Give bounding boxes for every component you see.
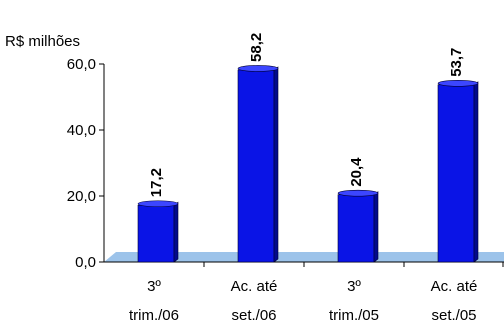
x-axis-ticks	[203, 262, 504, 267]
x-category-label: set./05	[431, 307, 476, 324]
y-tick-label: 0,0	[75, 254, 96, 271]
bar-top	[137, 200, 179, 208]
x-category-label: Ac. até	[231, 278, 278, 295]
bar-front	[237, 69, 275, 263]
x-category-label: trim./06	[129, 307, 179, 324]
x-category-label: set./06	[231, 307, 276, 324]
chart-floor	[104, 252, 504, 262]
x-category-label: Ac. até	[431, 278, 478, 295]
data-labels: 17,2 58,2 20,4 53,7	[148, 33, 465, 198]
x-category-label: trim./05	[329, 307, 379, 324]
bar-side	[473, 81, 479, 263]
bar-series	[137, 65, 479, 263]
bar-front	[337, 194, 375, 263]
data-label: 20,4	[348, 157, 365, 187]
bar	[237, 65, 279, 263]
data-label: 58,2	[248, 33, 265, 62]
bar	[137, 200, 179, 263]
x-category-label: 3º	[147, 278, 161, 295]
y-axis-ticks: 0,0 20,0 40,0 60,0	[67, 56, 104, 271]
bar-side	[273, 66, 279, 263]
bar	[337, 189, 379, 263]
bar-side	[373, 191, 379, 263]
y-tick-label: 60,0	[67, 56, 96, 73]
y-axis-unit-label: R$ milhões	[5, 33, 80, 50]
bar-top	[237, 65, 279, 72]
y-tick-label: 20,0	[67, 188, 96, 205]
bar-side	[173, 201, 179, 263]
bar-top	[337, 189, 379, 197]
data-label: 17,2	[148, 168, 165, 197]
bar-top	[437, 79, 479, 87]
x-axis-labels: 3º trim./06 Ac. até set./06 3º trim./05 Ac. at…	[129, 278, 477, 324]
y-tick-label: 40,0	[67, 122, 96, 139]
data-label: 53,7	[448, 48, 465, 77]
bar-front	[137, 204, 175, 263]
x-category-label: 3º	[347, 278, 361, 295]
bar-front	[437, 84, 475, 263]
bar	[437, 79, 479, 263]
